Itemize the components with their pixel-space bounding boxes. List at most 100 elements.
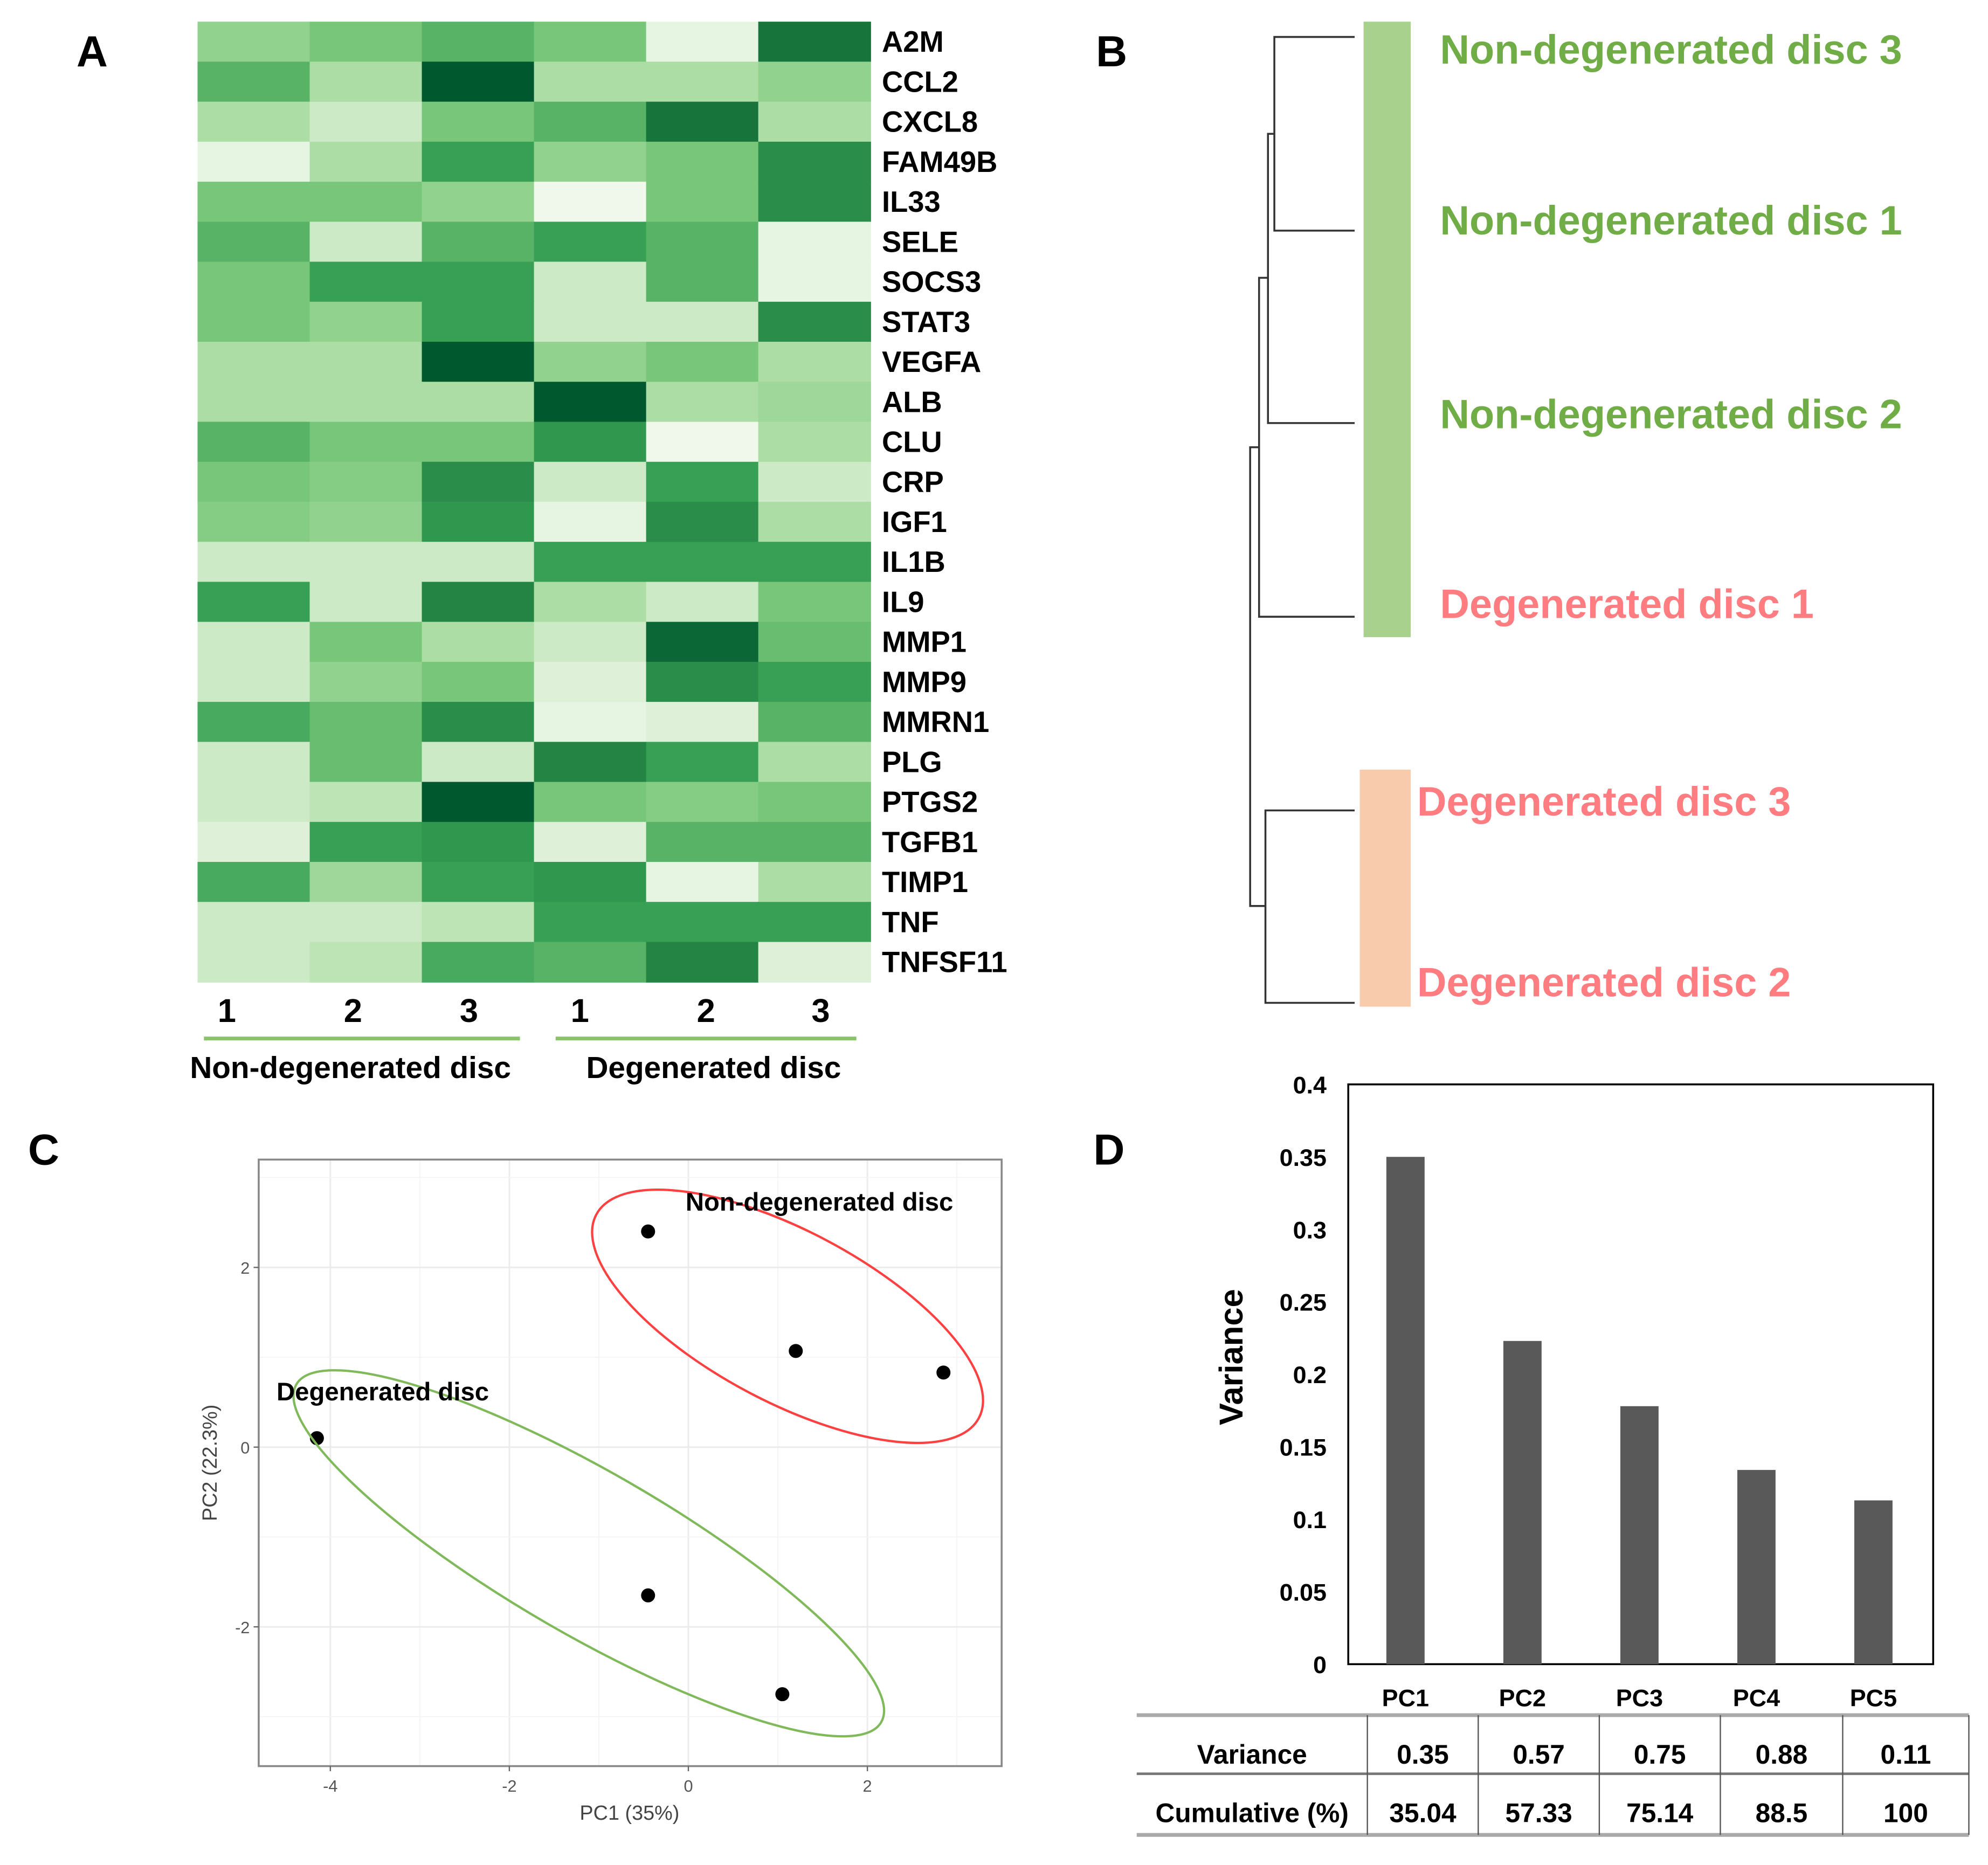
heatmap-cell <box>534 702 647 743</box>
heatmap-cell <box>646 22 759 63</box>
pca-point <box>936 1365 951 1380</box>
heatmap-cell <box>758 902 871 943</box>
heatmap-cell <box>197 22 310 63</box>
heatmap-cell <box>534 862 647 903</box>
heatmap-cell <box>422 261 535 302</box>
heatmap-cell <box>197 222 310 263</box>
heatmap-cell <box>197 461 310 503</box>
heatmap-cell <box>534 582 647 623</box>
heatmap-cell <box>309 862 423 903</box>
table-row-label: Cumulative (%) <box>1155 1798 1348 1828</box>
heatmap-cell <box>534 22 647 63</box>
heatmap-cell <box>197 942 310 983</box>
heatmap-cell <box>646 661 759 703</box>
gene-label: VEGFA <box>882 346 981 378</box>
heatmap-cell <box>646 342 759 383</box>
x-tick-label: PC1 <box>1382 1684 1429 1711</box>
heatmap-cell <box>646 101 759 143</box>
heatmap-cell <box>309 501 423 543</box>
leaf-label: Non-degenerated disc 2 <box>1440 392 1902 437</box>
heatmap-cell <box>758 182 871 223</box>
heatmap-cell <box>646 222 759 263</box>
x-tick-label: 2 <box>863 1777 872 1795</box>
panel-letter-a: A <box>77 27 108 76</box>
heatmap-cell <box>646 542 759 583</box>
dendro-branch <box>1249 446 1266 907</box>
heatmap-cell <box>309 821 423 863</box>
heatmap-cell <box>758 621 871 663</box>
dendro-branch <box>1258 277 1355 618</box>
heatmap-cell <box>422 742 535 783</box>
heatmap-cell <box>422 101 535 143</box>
heatmap-cell <box>197 261 310 302</box>
gene-label: IGF1 <box>882 506 947 538</box>
heatmap-cell <box>758 101 871 143</box>
heatmap-cell <box>197 182 310 223</box>
heatmap-cell <box>422 141 535 183</box>
heatmap-cell <box>646 182 759 223</box>
heatmap-cell <box>422 61 535 102</box>
gene-label: A2M <box>882 25 944 58</box>
table-cell: 75.14 <box>1626 1798 1694 1828</box>
heatmap-cell <box>758 301 871 343</box>
heatmap-cell <box>309 22 423 63</box>
x-tick-label: PC5 <box>1850 1684 1897 1711</box>
variance-table: Variance 0.35 0.57 0.75 0.88 0.11 Cumulative (… <box>1136 1713 1970 1837</box>
heatmap-column-labels: 1 2 3 1 2 3 <box>218 992 830 1030</box>
heatmap-cell <box>534 261 647 302</box>
heatmap-cell <box>422 422 535 462</box>
leaf-label: Degenerated disc 2 <box>1417 961 1791 1006</box>
heatmap-cell <box>534 621 647 663</box>
heatmap-cell <box>309 782 423 823</box>
column-label: 1 <box>218 992 236 1030</box>
heatmap-cell <box>646 821 759 863</box>
leaf-label: Non-degenerated disc 1 <box>1440 198 1902 244</box>
bar <box>1737 1470 1776 1664</box>
dendro-branch <box>1273 36 1355 232</box>
column-label: 3 <box>460 992 478 1030</box>
heatmap-cell <box>197 661 310 703</box>
table-cell: 35.04 <box>1389 1798 1457 1828</box>
heatmap-cell <box>758 782 871 823</box>
heatmap-cell <box>534 141 647 183</box>
heatmap-cell <box>758 61 871 102</box>
y-tick-label: 0.05 <box>1280 1579 1327 1606</box>
heatmap-cell <box>534 182 647 223</box>
heatmap-cell <box>197 101 310 143</box>
heatmap-cell <box>534 661 647 703</box>
table-cell: 0.35 <box>1397 1739 1449 1770</box>
bar <box>1386 1157 1425 1664</box>
heatmap-cell <box>758 742 871 783</box>
heatmap-cell <box>309 902 423 943</box>
heatmap-cell <box>534 342 647 383</box>
heatmap-cell <box>534 782 647 823</box>
group-label-nondeg: Non-degenerated disc <box>190 1051 511 1085</box>
heatmap-cell <box>422 342 535 383</box>
heatmap-cell <box>646 942 759 983</box>
heatmap-cell <box>197 61 310 102</box>
table-cell: 0.75 <box>1634 1739 1686 1770</box>
heatmap-cell <box>422 902 535 943</box>
heatmap-cell <box>309 582 423 623</box>
table-cell: 0.57 <box>1513 1739 1565 1770</box>
gene-label: MMP1 <box>882 626 967 659</box>
pca-x-label: PC1 (35%) <box>579 1802 679 1825</box>
y-tick-label: 0.3 <box>1293 1216 1327 1244</box>
heatmap-cell <box>758 661 871 703</box>
heatmap-cell <box>534 301 647 343</box>
heatmap-cell <box>534 821 647 863</box>
y-tick-label: -2 <box>235 1618 250 1637</box>
heatmap-cell <box>758 821 871 863</box>
heatmap-cell <box>422 182 535 223</box>
heatmap-cell <box>309 461 423 503</box>
panel-letter-d: D <box>1093 1126 1124 1175</box>
table-cell: 88.5 <box>1756 1798 1808 1828</box>
cluster-bar-green <box>1363 22 1411 638</box>
heatmap-cell <box>758 542 871 583</box>
heatmap-cell <box>758 501 871 543</box>
gene-label: CRP <box>882 466 944 499</box>
gene-label: TNF <box>882 906 939 938</box>
dendro-branch <box>1264 809 1355 1004</box>
dendro-branch <box>1267 133 1355 424</box>
